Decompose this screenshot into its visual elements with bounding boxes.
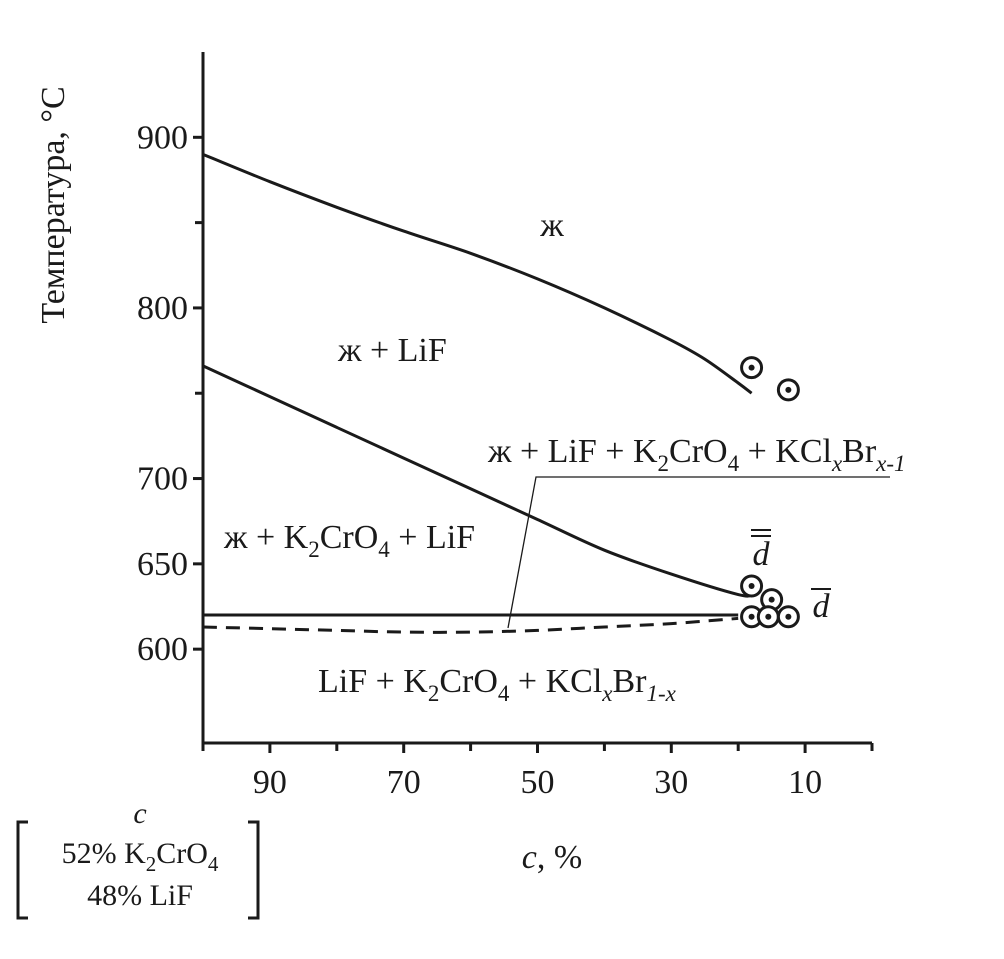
data-point-center xyxy=(768,596,775,603)
point-label-single-bar: d xyxy=(811,588,831,625)
data-point xyxy=(740,356,764,380)
data-point-center xyxy=(748,613,755,620)
region-label-liq-k2cro4-lif: ж + K2CrO4 + LiF xyxy=(223,519,475,562)
x-tick-label-30: 30 xyxy=(654,764,688,801)
data-points xyxy=(740,356,800,629)
data-point xyxy=(740,574,764,598)
x-tick-label-90: 90 xyxy=(253,764,287,801)
right-bracket xyxy=(248,820,260,920)
curve-secondary xyxy=(202,364,752,598)
y-tick-label-700: 700 xyxy=(137,461,188,498)
region-label-liquid-lif: ж + LiF xyxy=(337,332,447,369)
region-label-solid: LiF + K2CrO4 + KClxBr1-x xyxy=(318,663,677,706)
left-bracket xyxy=(16,820,28,920)
tick-labels: 900 800 700 650 600 90 70 50 30 10 xyxy=(137,119,822,801)
x-tick-label-10: 10 xyxy=(788,764,822,801)
data-point-center xyxy=(785,613,792,620)
point-label-d-single: d xyxy=(813,588,831,625)
tick-marks xyxy=(193,135,874,753)
curve-solidus xyxy=(202,616,739,634)
data-point xyxy=(776,605,800,629)
data-point xyxy=(776,378,800,402)
x-axis-label: c, % xyxy=(522,839,582,876)
x-tick-label-50: 50 xyxy=(521,764,555,801)
y-tick-label-600: 600 xyxy=(137,631,188,668)
component-box: c 52% K2CrO4 48% LiF xyxy=(16,797,260,920)
data-point xyxy=(756,605,780,629)
x-tick-label-70: 70 xyxy=(387,764,421,801)
curve-liquidus xyxy=(202,153,753,395)
y-tick-label-900: 900 xyxy=(137,119,188,156)
point-label-double-bar: d xyxy=(751,529,771,573)
component-label: c xyxy=(133,797,146,830)
point-label-d-double: d xyxy=(753,536,771,573)
component-line-1: 52% K2CrO4 xyxy=(62,837,219,876)
data-point-center xyxy=(765,613,772,620)
region-label-liq-lif-k2cro4-kclbr: ж + LiF + K2CrO4 + KClxBrx-1 xyxy=(487,433,906,476)
leader-line-upper xyxy=(507,476,890,629)
region-label-liquid: ж xyxy=(539,207,564,244)
data-point-center xyxy=(748,583,755,590)
data-point-center xyxy=(748,364,755,371)
leader-lines xyxy=(507,476,890,629)
y-tick-label-650: 650 xyxy=(137,546,188,583)
axes xyxy=(201,52,872,745)
curves xyxy=(202,153,753,634)
component-line-2: 48% LiF xyxy=(87,879,193,912)
y-axis-label: Температура, °С xyxy=(35,86,72,323)
y-tick-label-800: 800 xyxy=(137,290,188,327)
data-point-center xyxy=(785,386,792,393)
